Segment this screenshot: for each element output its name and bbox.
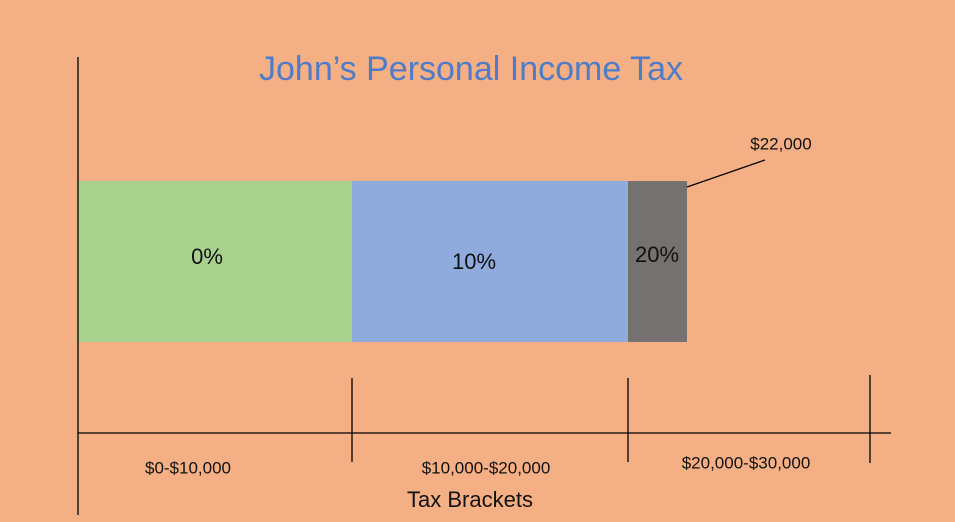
bracket-label: $20,000-$30,000: [682, 453, 811, 472]
callout: $22,000: [750, 134, 811, 153]
callout-line: [686, 159, 766, 188]
segment: [78, 181, 352, 342]
segment: [352, 181, 628, 342]
bracket-label: $10,000-$20,000: [422, 458, 551, 477]
segment-label: 10%: [452, 249, 496, 274]
axis-label: Tax Brackets: [407, 487, 533, 512]
segment: [628, 181, 687, 342]
title: John’s Personal Income Tax: [259, 50, 683, 88]
bracket-label: $0-$10,000: [145, 458, 231, 477]
segment-label: 0%: [191, 244, 223, 269]
segment-label: 20%: [635, 242, 679, 267]
